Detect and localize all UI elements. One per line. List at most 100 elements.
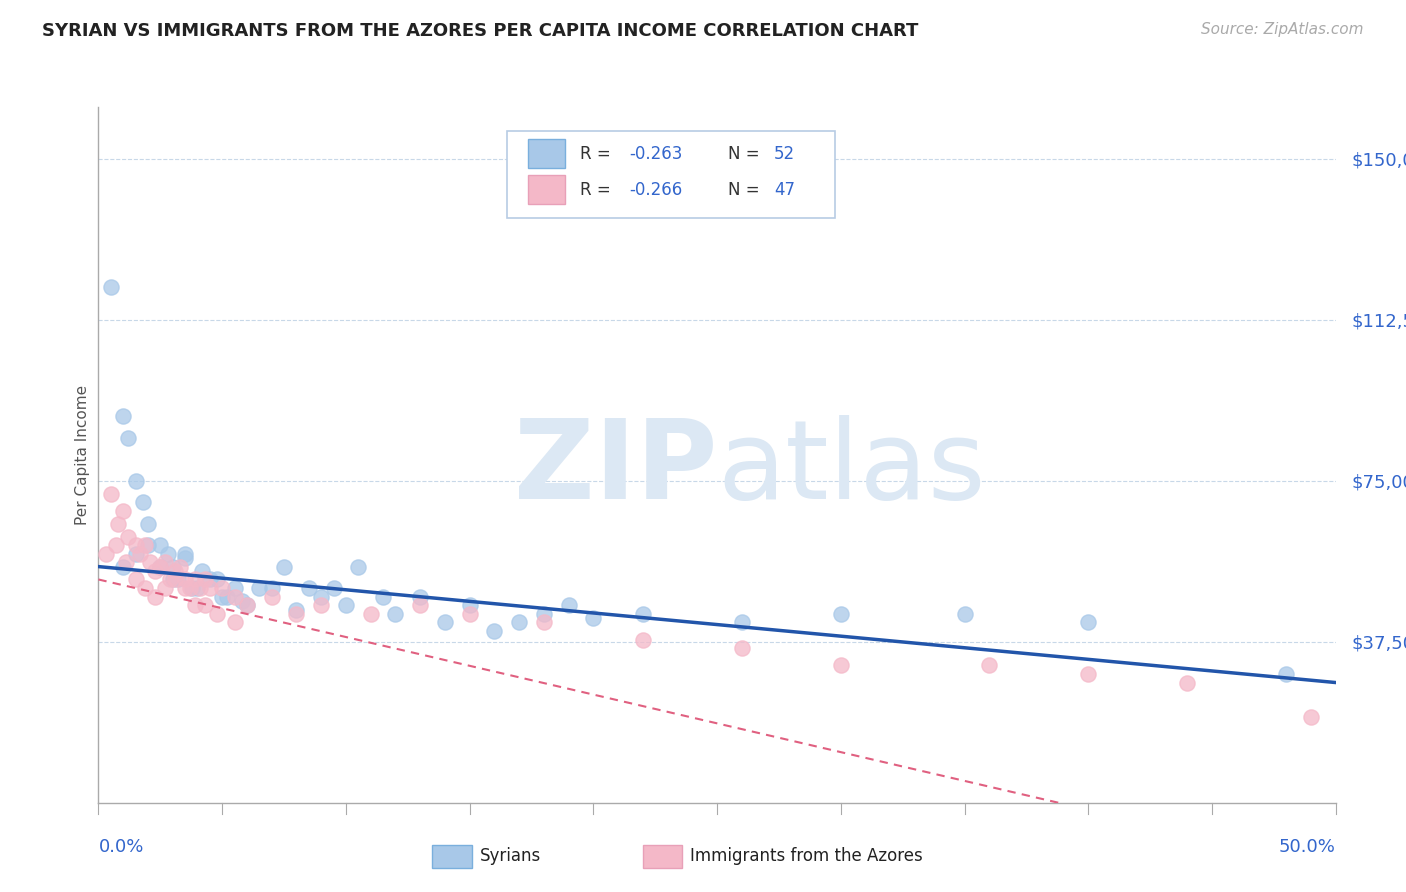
Point bbox=[830, 658, 852, 673]
Point bbox=[94, 547, 117, 561]
Text: R =: R = bbox=[579, 181, 616, 199]
Point bbox=[191, 564, 214, 578]
Point bbox=[124, 573, 146, 587]
Point bbox=[159, 573, 181, 587]
Point bbox=[273, 559, 295, 574]
Text: N =: N = bbox=[728, 145, 765, 163]
Point bbox=[484, 624, 506, 638]
Point bbox=[309, 590, 332, 604]
Point bbox=[156, 547, 179, 561]
Point bbox=[631, 607, 654, 621]
Point bbox=[211, 581, 233, 595]
Point bbox=[155, 555, 177, 569]
Point bbox=[533, 607, 555, 621]
Point bbox=[100, 280, 122, 294]
Point bbox=[557, 599, 579, 613]
Text: ZIP: ZIP bbox=[513, 416, 717, 523]
Point bbox=[124, 538, 146, 552]
Point bbox=[433, 615, 456, 630]
Point bbox=[360, 607, 382, 621]
Point bbox=[143, 564, 166, 578]
Text: 50.0%: 50.0% bbox=[1279, 838, 1336, 855]
Point bbox=[132, 495, 155, 509]
Text: atlas: atlas bbox=[717, 416, 986, 523]
Point bbox=[384, 607, 406, 621]
Text: Syrians: Syrians bbox=[479, 847, 541, 865]
Text: SYRIAN VS IMMIGRANTS FROM THE AZORES PER CAPITA INCOME CORRELATION CHART: SYRIAN VS IMMIGRANTS FROM THE AZORES PER… bbox=[42, 22, 918, 40]
Point bbox=[260, 590, 283, 604]
Point bbox=[631, 632, 654, 647]
Point bbox=[162, 559, 184, 574]
Point bbox=[165, 564, 187, 578]
Point bbox=[247, 581, 270, 595]
Point bbox=[194, 573, 217, 587]
Point bbox=[1077, 667, 1099, 681]
Point bbox=[231, 594, 253, 608]
Point bbox=[953, 607, 976, 621]
Point bbox=[533, 615, 555, 630]
Point bbox=[205, 573, 228, 587]
Point bbox=[224, 581, 246, 595]
Point bbox=[285, 607, 308, 621]
Point bbox=[409, 599, 432, 613]
Point bbox=[155, 581, 177, 595]
Point bbox=[458, 607, 481, 621]
Point bbox=[117, 529, 139, 543]
FancyBboxPatch shape bbox=[506, 131, 835, 219]
Point bbox=[107, 516, 129, 531]
Point bbox=[129, 547, 152, 561]
Point bbox=[1077, 615, 1099, 630]
Point bbox=[112, 559, 135, 574]
Point bbox=[174, 581, 197, 595]
Point bbox=[205, 607, 228, 621]
Point bbox=[224, 615, 246, 630]
Point bbox=[186, 581, 208, 595]
Point bbox=[458, 599, 481, 613]
Bar bbox=[527, 139, 565, 169]
Text: 52: 52 bbox=[773, 145, 796, 163]
Point bbox=[169, 559, 191, 574]
Point bbox=[184, 599, 207, 613]
Point bbox=[298, 581, 321, 595]
Point bbox=[179, 581, 201, 595]
Point bbox=[731, 641, 754, 656]
Point bbox=[371, 590, 394, 604]
Point bbox=[285, 602, 308, 616]
Text: N =: N = bbox=[728, 181, 765, 199]
Point bbox=[174, 547, 197, 561]
Point bbox=[134, 538, 156, 552]
Point bbox=[117, 431, 139, 445]
Y-axis label: Per Capita Income: Per Capita Income bbox=[75, 384, 90, 525]
Point bbox=[139, 555, 162, 569]
Bar bbox=[433, 846, 472, 868]
Bar bbox=[527, 175, 565, 204]
Point bbox=[582, 611, 605, 625]
Point bbox=[198, 581, 221, 595]
Point bbox=[124, 474, 146, 488]
Point bbox=[1299, 710, 1322, 724]
Text: Source: ZipAtlas.com: Source: ZipAtlas.com bbox=[1201, 22, 1364, 37]
Point bbox=[149, 538, 172, 552]
Point bbox=[143, 590, 166, 604]
Point bbox=[181, 581, 204, 595]
Point bbox=[1175, 675, 1198, 690]
Point bbox=[979, 658, 1001, 673]
Point bbox=[217, 590, 239, 604]
Point bbox=[1275, 667, 1298, 681]
Point bbox=[830, 607, 852, 621]
Point bbox=[347, 559, 370, 574]
Point bbox=[112, 409, 135, 424]
Bar bbox=[643, 846, 682, 868]
Point bbox=[149, 559, 172, 574]
Point bbox=[114, 555, 136, 569]
Point bbox=[309, 599, 332, 613]
Point bbox=[198, 573, 221, 587]
Point bbox=[100, 486, 122, 500]
Point bbox=[184, 573, 207, 587]
Text: 0.0%: 0.0% bbox=[98, 838, 143, 855]
Point bbox=[236, 599, 259, 613]
Point bbox=[174, 551, 197, 566]
Point bbox=[104, 538, 127, 552]
Point bbox=[136, 516, 159, 531]
Text: 47: 47 bbox=[773, 181, 794, 199]
